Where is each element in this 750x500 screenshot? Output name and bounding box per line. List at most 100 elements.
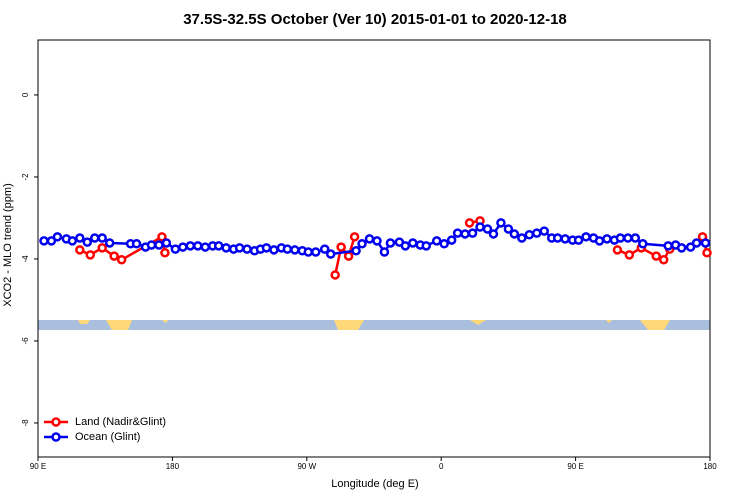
point — [509, 229, 520, 239]
point — [290, 245, 300, 255]
chart-title: 37.5S-32.5S October (Ver 10) 2015-01-01 … — [183, 11, 567, 28]
point — [602, 234, 612, 244]
point — [131, 239, 142, 249]
point — [39, 236, 49, 246]
point — [623, 233, 633, 243]
x-tick-label: 90 W — [297, 462, 316, 471]
point — [452, 228, 463, 238]
point — [97, 233, 107, 243]
point — [488, 229, 499, 239]
point — [385, 238, 396, 248]
point — [638, 239, 648, 249]
point — [234, 243, 245, 253]
point — [349, 232, 360, 242]
point — [524, 230, 535, 240]
point — [160, 248, 170, 258]
point — [658, 255, 669, 265]
point — [75, 245, 85, 255]
point — [185, 241, 196, 251]
point — [330, 270, 340, 280]
point — [482, 224, 493, 234]
point — [372, 236, 382, 246]
point — [161, 238, 172, 248]
point — [475, 222, 485, 232]
point — [615, 233, 626, 243]
point — [431, 236, 442, 246]
point — [663, 241, 673, 251]
y-axis-label: XCO2 - MLO trend (ppm) — [2, 183, 14, 306]
point — [594, 236, 605, 246]
point — [193, 241, 203, 251]
legend-marker — [51, 432, 61, 442]
x-tick-label: 0 — [439, 462, 444, 471]
point — [700, 238, 711, 248]
point — [85, 250, 96, 260]
x-tick-label: 180 — [703, 462, 717, 471]
x-tick-label: 90 E — [567, 462, 583, 471]
point — [581, 232, 591, 242]
point — [364, 234, 375, 244]
point — [552, 233, 563, 243]
point — [351, 246, 361, 256]
x-axis-label: Longitude (deg E) — [331, 478, 418, 490]
point — [97, 243, 107, 253]
point — [630, 233, 641, 243]
point — [691, 238, 702, 248]
point — [460, 229, 470, 239]
point — [702, 248, 712, 258]
point — [221, 243, 231, 253]
map-strip — [38, 320, 710, 330]
point — [325, 249, 336, 259]
legend-label: Ocean (Glint) — [75, 431, 140, 443]
point — [213, 241, 224, 251]
plot-frame — [37, 39, 711, 458]
point — [357, 239, 367, 249]
point — [269, 245, 279, 255]
legend-label: Land (Nadir&Glint) — [75, 416, 166, 428]
point — [421, 241, 432, 251]
point — [539, 226, 549, 236]
point — [439, 239, 449, 249]
point — [116, 255, 127, 265]
point — [446, 235, 457, 245]
point — [612, 245, 623, 255]
point — [282, 244, 293, 254]
x-tick-label: 90 E — [30, 462, 46, 471]
point — [67, 236, 78, 246]
point — [75, 233, 85, 243]
point — [170, 244, 181, 254]
point — [336, 242, 346, 252]
point — [464, 218, 475, 228]
point — [517, 233, 527, 243]
point — [676, 243, 687, 253]
y-tick-label: -6 — [21, 337, 30, 345]
y-tick-label: -8 — [21, 419, 30, 427]
point — [400, 241, 411, 251]
point — [408, 238, 418, 248]
point — [82, 237, 93, 247]
y-tick-label: -2 — [21, 173, 30, 181]
point — [467, 228, 478, 238]
point — [303, 247, 314, 257]
point — [46, 236, 57, 246]
point — [261, 243, 272, 253]
point — [319, 244, 330, 254]
point — [685, 242, 696, 252]
point — [532, 228, 542, 238]
point — [379, 247, 390, 257]
point — [146, 240, 157, 250]
point — [624, 250, 635, 260]
point — [651, 251, 661, 261]
point — [104, 238, 115, 248]
point — [157, 232, 167, 242]
y-tick-label: -4 — [21, 255, 30, 263]
point — [52, 232, 63, 242]
x-tick-label: 180 — [166, 462, 180, 471]
point — [178, 242, 188, 252]
point — [496, 218, 506, 228]
point — [200, 242, 211, 252]
point — [560, 234, 570, 244]
point — [311, 247, 321, 257]
point — [89, 233, 100, 243]
